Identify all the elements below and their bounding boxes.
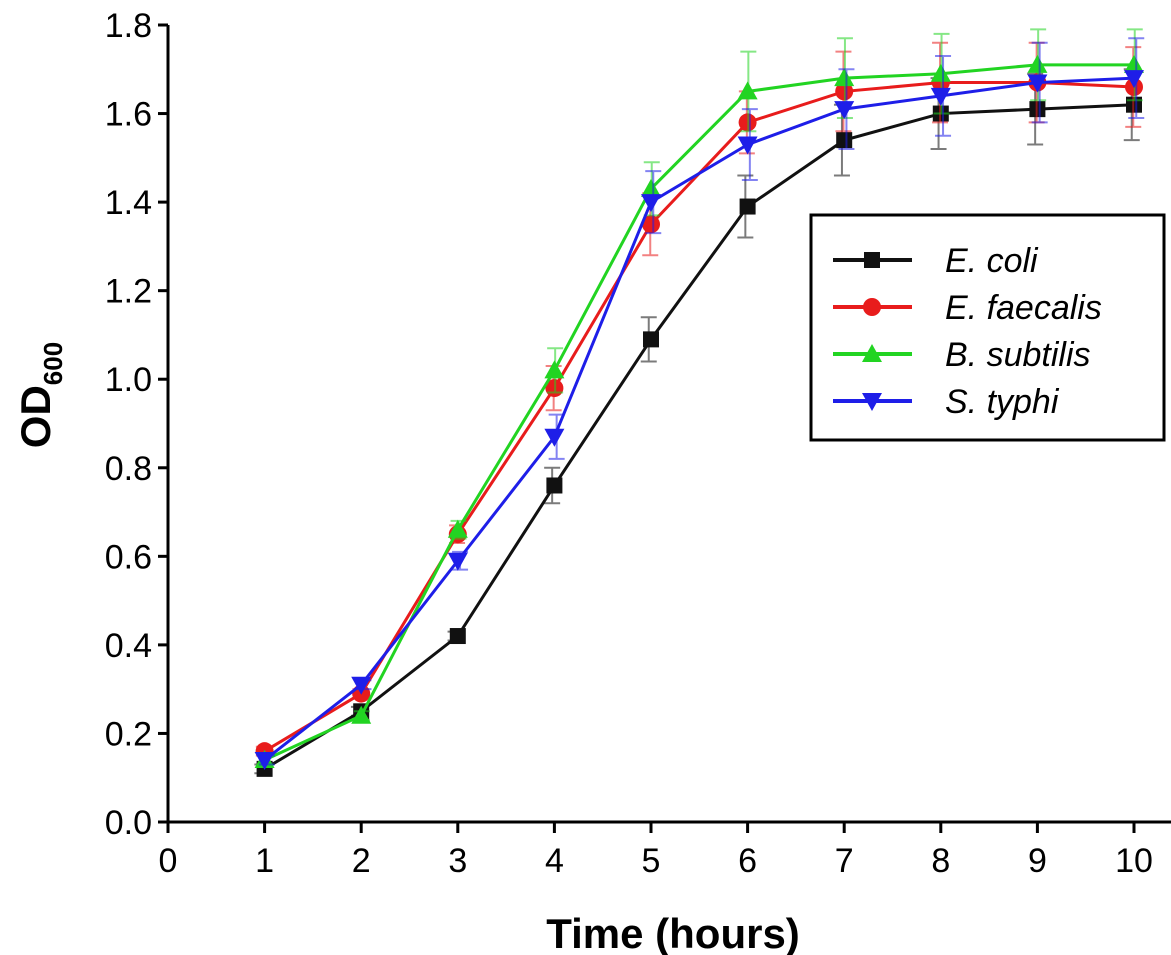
- data-point: [447, 552, 468, 571]
- y-tick-label: 1.6: [105, 96, 152, 134]
- y-tick-label: 0.2: [105, 715, 152, 753]
- data-point: [739, 198, 756, 215]
- x-tick-label: 10: [1115, 842, 1153, 880]
- data-point: [737, 136, 758, 155]
- data-point: [1124, 70, 1144, 89]
- data-point: [1027, 54, 1048, 73]
- series-layer: [254, 28, 1145, 777]
- data-point: [254, 752, 275, 771]
- svg-text:OD600: OD600: [12, 342, 68, 448]
- legend-label: E. faecalis: [945, 289, 1102, 327]
- x-tick-label: 6: [738, 842, 757, 880]
- y-tick-label: 1.4: [105, 184, 152, 222]
- x-tick-label: 7: [835, 842, 854, 880]
- x-tick-label: 4: [545, 842, 564, 880]
- data-point: [836, 132, 853, 149]
- data-point: [834, 68, 855, 87]
- x-tick-label: 0: [159, 842, 178, 880]
- series-s-typhi: [254, 37, 1145, 771]
- x-tick-label: 3: [448, 842, 467, 880]
- data-point: [930, 87, 951, 106]
- y-tick-label: 0.4: [105, 627, 152, 665]
- data-point: [1027, 74, 1048, 93]
- y-tick-label: 1.0: [105, 361, 152, 399]
- data-point: [351, 676, 372, 695]
- data-point: [642, 215, 660, 234]
- series-line: [263, 76, 1135, 762]
- data-point: [737, 81, 758, 100]
- legend: E. coli E. faecalis B. subtilis S. typhi: [809, 213, 1166, 442]
- y-axis-title: OD600: [12, 342, 68, 448]
- legend-item: E. coli: [833, 242, 1039, 280]
- data-point: [546, 477, 563, 494]
- x-tick-label: 8: [931, 842, 950, 880]
- axes: [166, 25, 1171, 824]
- y-tick-label: 1.2: [105, 273, 152, 311]
- data-point: [930, 63, 951, 82]
- legend-label: E. coli: [945, 242, 1039, 280]
- data-point: [643, 331, 659, 348]
- series-line: [263, 103, 1135, 771]
- legend-item: E. faecalis: [833, 289, 1102, 327]
- x-tick-label: 1: [255, 842, 274, 880]
- legend-label: S. typhi: [945, 383, 1060, 421]
- y-tick-label: 0.6: [105, 538, 152, 576]
- y-axis-title-subscript: 600: [38, 342, 68, 385]
- legend-marker: [863, 298, 881, 316]
- x-axis-title: Time (hours): [546, 910, 800, 955]
- y-tick-label: 0.8: [105, 450, 152, 488]
- data-point: [449, 628, 466, 645]
- data-point: [351, 705, 372, 724]
- legend-item: B. subtilis: [833, 336, 1091, 374]
- data-point: [641, 178, 661, 197]
- legend-marker: [862, 393, 882, 411]
- data-point: [544, 428, 565, 447]
- data-point: [641, 194, 661, 213]
- data-point: [447, 519, 468, 538]
- legend-label: B. subtilis: [945, 336, 1091, 374]
- y-tick-label: 0.0: [105, 804, 152, 842]
- ticks: 0.0 0.2 0.4 0.6 0.8 1.0 1.2 1.4 1.6 1.8 0 1 2 3 4 5 6 7 8 9…: [105, 7, 1153, 880]
- data-point: [1124, 54, 1144, 73]
- data-point: [544, 360, 565, 379]
- x-tick-label: 5: [642, 842, 661, 880]
- x-tick-label: 9: [1028, 842, 1047, 880]
- legend-marker: [864, 252, 880, 268]
- y-axis-title-main: OD: [12, 385, 59, 448]
- legend-marker: [862, 344, 882, 362]
- data-point: [834, 101, 855, 120]
- y-tick-label: 1.8: [105, 7, 152, 45]
- x-tick-label: 2: [352, 842, 371, 880]
- legend-item: S. typhi: [833, 383, 1060, 421]
